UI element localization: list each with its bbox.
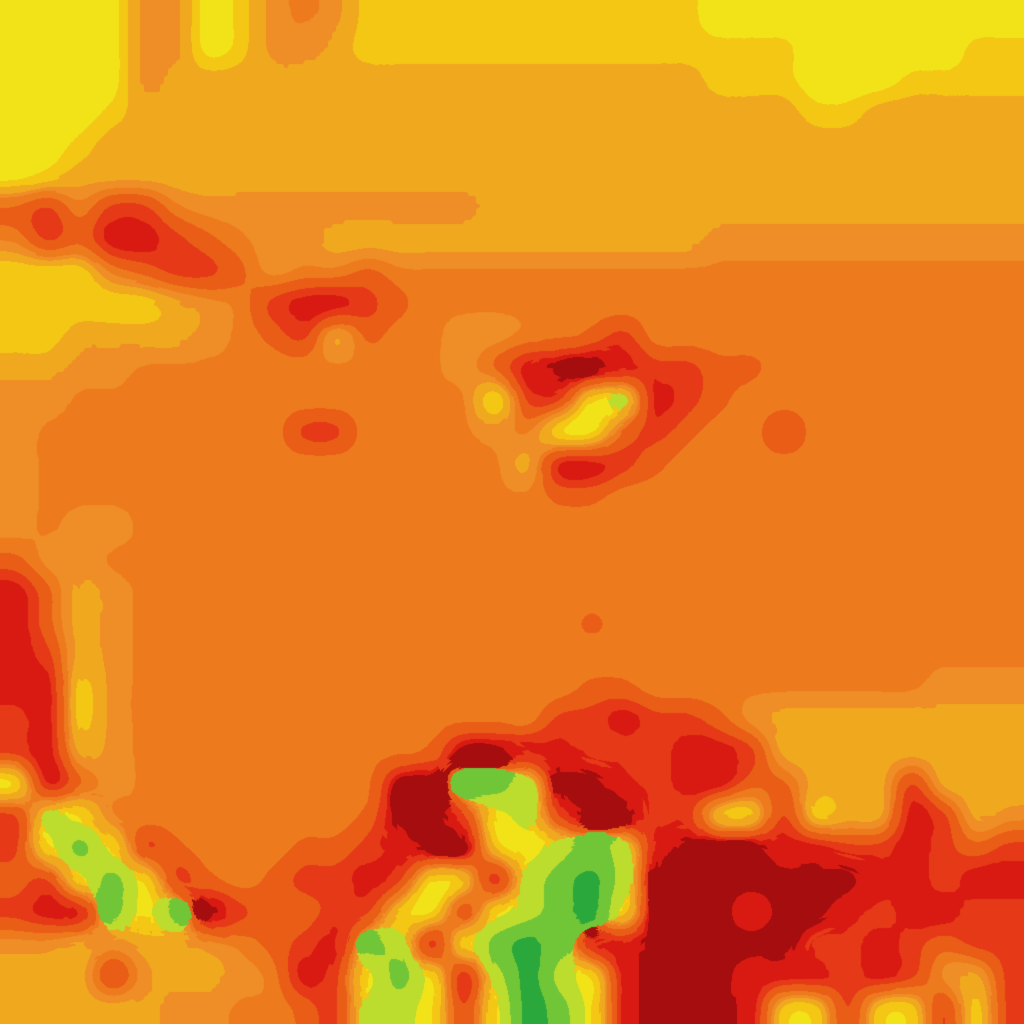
weather-heatmap-viewport [0, 0, 1024, 1024]
temperature-heatmap-canvas [0, 0, 1024, 1024]
